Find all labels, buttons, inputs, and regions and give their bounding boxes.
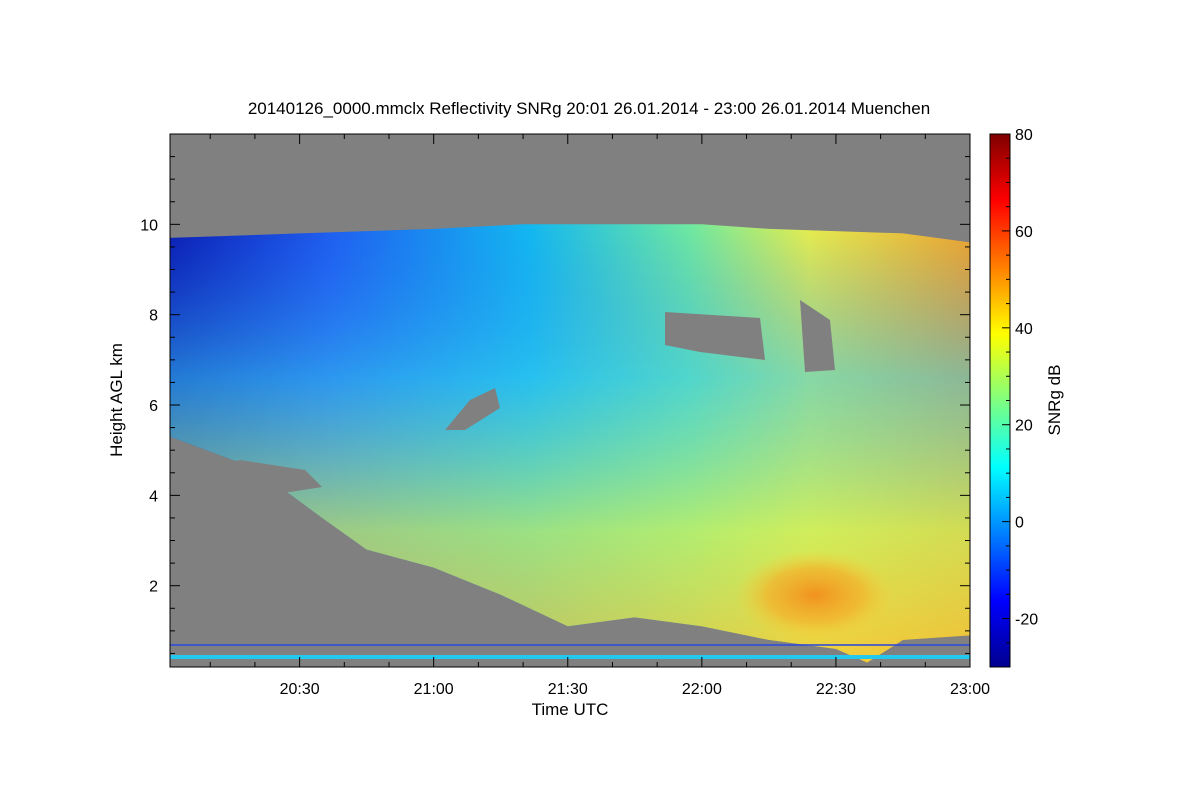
y-axis: 2 4 6 8 10 xyxy=(140,133,970,654)
y-tick-label: 4 xyxy=(149,488,158,505)
colorbar: -20 0 20 40 60 80 SNRg dB xyxy=(989,127,1064,668)
chart-title: 20140126_0000.mmclx Reflectivity SNRg 20… xyxy=(248,99,930,118)
colorbar-tick-label: 40 xyxy=(1015,321,1033,338)
precipitation-shading xyxy=(170,224,970,663)
surface-clutter-line xyxy=(170,644,970,646)
plot-area xyxy=(169,133,971,668)
colorbar-title: SNRg dB xyxy=(1045,365,1064,436)
colorbar-tick-label: 80 xyxy=(1015,127,1033,144)
plot-frame xyxy=(169,133,971,668)
y-tick-label: 2 xyxy=(149,579,158,596)
x-tick-label: 20:30 xyxy=(280,681,320,698)
x-tick-label: 21:30 xyxy=(548,681,588,698)
colorbar-tick-label: 0 xyxy=(1015,515,1024,532)
colorbar-tick-label: -20 xyxy=(1015,612,1038,629)
x-axis: 20:30 21:00 21:30 22:00 22:30 23:00 xyxy=(209,134,990,698)
x-tick-label: 22:00 xyxy=(682,681,722,698)
x-tick-label: 21:00 xyxy=(414,681,454,698)
y-axis-title: Height AGL km xyxy=(107,343,126,457)
x-tick-label: 22:30 xyxy=(816,681,856,698)
surface-clutter-band xyxy=(170,655,970,659)
no-data-gap-middle xyxy=(445,388,500,430)
x-tick-label: 23:00 xyxy=(950,681,990,698)
high-reflectivity-core xyxy=(735,550,895,640)
no-data-gap-upper-right xyxy=(800,300,835,372)
colorbar-tick-label: 60 xyxy=(1015,224,1033,241)
y-tick-label: 6 xyxy=(149,398,158,415)
y-tick-label: 8 xyxy=(149,308,158,325)
no-data-gap-upper xyxy=(665,312,765,360)
colorbar-tick-label: 20 xyxy=(1015,418,1033,435)
x-axis-title: Time UTC xyxy=(532,700,609,719)
y-tick-label: 10 xyxy=(140,217,158,234)
no-data-gap-left xyxy=(175,460,322,492)
